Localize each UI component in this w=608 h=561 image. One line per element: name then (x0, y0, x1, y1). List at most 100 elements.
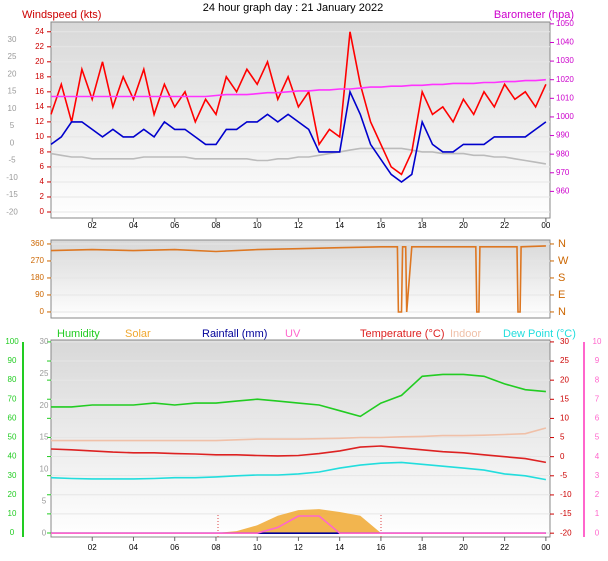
y3-tick-label: -5 (8, 156, 16, 165)
y2-tick-label: 1010 (556, 93, 574, 102)
line (50, 31, 547, 176)
line (51, 427, 547, 442)
y-tick-label: 50 (8, 433, 17, 442)
y4-tick-label: 7 (595, 394, 600, 403)
x-tick-label: 22 (500, 221, 509, 230)
x-tick-label: 10 (253, 221, 262, 230)
y3-tick-label: 15 (40, 433, 49, 442)
panel-wind (50, 21, 551, 219)
y-tick-label: 8 (40, 147, 45, 156)
y2-tick-label: 990 (556, 131, 570, 140)
y2-tick-label: 10 (560, 414, 569, 423)
x-tick-label: 04 (129, 543, 138, 552)
y2-tick-label: 1040 (556, 38, 574, 47)
legend-entry: Rainfall (mm) (202, 328, 267, 340)
legend-entry: Indoor (450, 328, 482, 340)
line (51, 78, 546, 98)
x-tick-label: 00 (541, 543, 550, 552)
y4-tick-label: 9 (595, 356, 600, 365)
y3-tick-label: 5 (42, 496, 47, 505)
y-tick-label: 4 (40, 177, 45, 186)
x-tick-label: 00 (541, 221, 550, 230)
y-tick-label: 90 (8, 356, 17, 365)
y-tick-label: 10 (8, 509, 17, 518)
y2-tick-label: N (558, 238, 566, 250)
line (51, 373, 546, 418)
y2-tick-label: -5 (560, 471, 568, 480)
y4-tick-label: 8 (595, 375, 600, 384)
x-tick-label: 10 (253, 543, 262, 552)
x-tick-label: 08 (212, 543, 221, 552)
y3-tick-label: 10 (40, 465, 49, 474)
x-tick-label: 06 (170, 221, 179, 230)
y-tick-label: 24 (35, 27, 44, 36)
y-tick-label: 70 (8, 394, 17, 403)
y-tick-label: 16 (35, 87, 44, 96)
y-tick-label: 22 (35, 42, 44, 51)
y2-tick-label: S (558, 272, 565, 284)
barometer-label: Barometer (hpa) (494, 9, 574, 21)
x-tick-label: 04 (129, 221, 138, 230)
y-tick-label: 0 (40, 207, 45, 216)
x-tick-label: 18 (418, 543, 427, 552)
line (50, 147, 547, 165)
line (50, 89, 547, 183)
y4-tick-label: 0 (595, 528, 600, 537)
y3-tick-label: -15 (6, 190, 18, 199)
y-tick-label: 0 (10, 528, 15, 537)
y-tick-label: 10 (35, 132, 44, 141)
x-tick-label: 16 (376, 543, 385, 552)
y-tick-label: 12 (35, 117, 44, 126)
y3-tick-label: 15 (8, 87, 17, 96)
y2-tick-label: E (558, 289, 565, 301)
x-tick-label: 14 (335, 543, 344, 552)
y2-tick-label: 25 (560, 356, 569, 365)
line (50, 245, 546, 313)
x-tick-label: 20 (459, 221, 468, 230)
y2-tick-label: 20 (560, 375, 569, 384)
y3-tick-label: -20 (6, 207, 18, 216)
line (50, 445, 547, 464)
y2-tick-label: 980 (556, 149, 570, 158)
y2-tick-label: 15 (560, 394, 569, 403)
x-tick-label: 22 (500, 543, 509, 552)
y4-tick-label: 2 (595, 490, 600, 499)
panel-direction (50, 239, 551, 319)
y2-tick-label: -10 (560, 490, 572, 499)
y3-tick-label: 0 (42, 528, 47, 537)
y4-tick-label: 1 (595, 509, 600, 518)
y-tick-label: 270 (31, 256, 45, 265)
x-tick-label: 02 (88, 543, 97, 552)
y3-tick-label: 25 (8, 52, 17, 61)
y2-tick-label: 5 (560, 433, 565, 442)
y-tick-label: 18 (35, 72, 44, 81)
x-tick-label: 02 (88, 221, 97, 230)
y-tick-label: 80 (8, 375, 17, 384)
y3-tick-label: 20 (40, 401, 49, 410)
y2-tick-label: -20 (560, 528, 572, 537)
legend-entry: Solar (125, 328, 151, 340)
y2-tick-label: 1020 (556, 75, 574, 84)
legend-entry: Dew Point (°C) (503, 328, 576, 340)
y3-tick-label: 30 (40, 337, 49, 346)
legend-entry: Temperature (°C) (360, 328, 444, 340)
x-tick-label: 08 (212, 221, 221, 230)
y2-tick-label: W (558, 255, 569, 267)
y-tick-label: 2 (40, 192, 45, 201)
x-tick-label: 16 (376, 221, 385, 230)
y2-tick-label: 1000 (556, 112, 574, 121)
y3-tick-label: 30 (8, 35, 17, 44)
y-tick-label: 6 (40, 162, 45, 171)
y2-tick-label: 30 (560, 337, 569, 346)
x-tick-label: 12 (294, 543, 303, 552)
y-tick-label: 60 (8, 413, 17, 422)
y2-tick-label: 970 (556, 168, 570, 177)
y-tick-label: 20 (8, 490, 17, 499)
y3-tick-label: -10 (6, 173, 18, 182)
x-tick-label: 18 (418, 221, 427, 230)
y3-tick-label: 20 (8, 69, 17, 78)
y2-tick-label: 1050 (556, 19, 574, 28)
y-tick-label: 360 (31, 239, 45, 248)
area (51, 509, 546, 533)
